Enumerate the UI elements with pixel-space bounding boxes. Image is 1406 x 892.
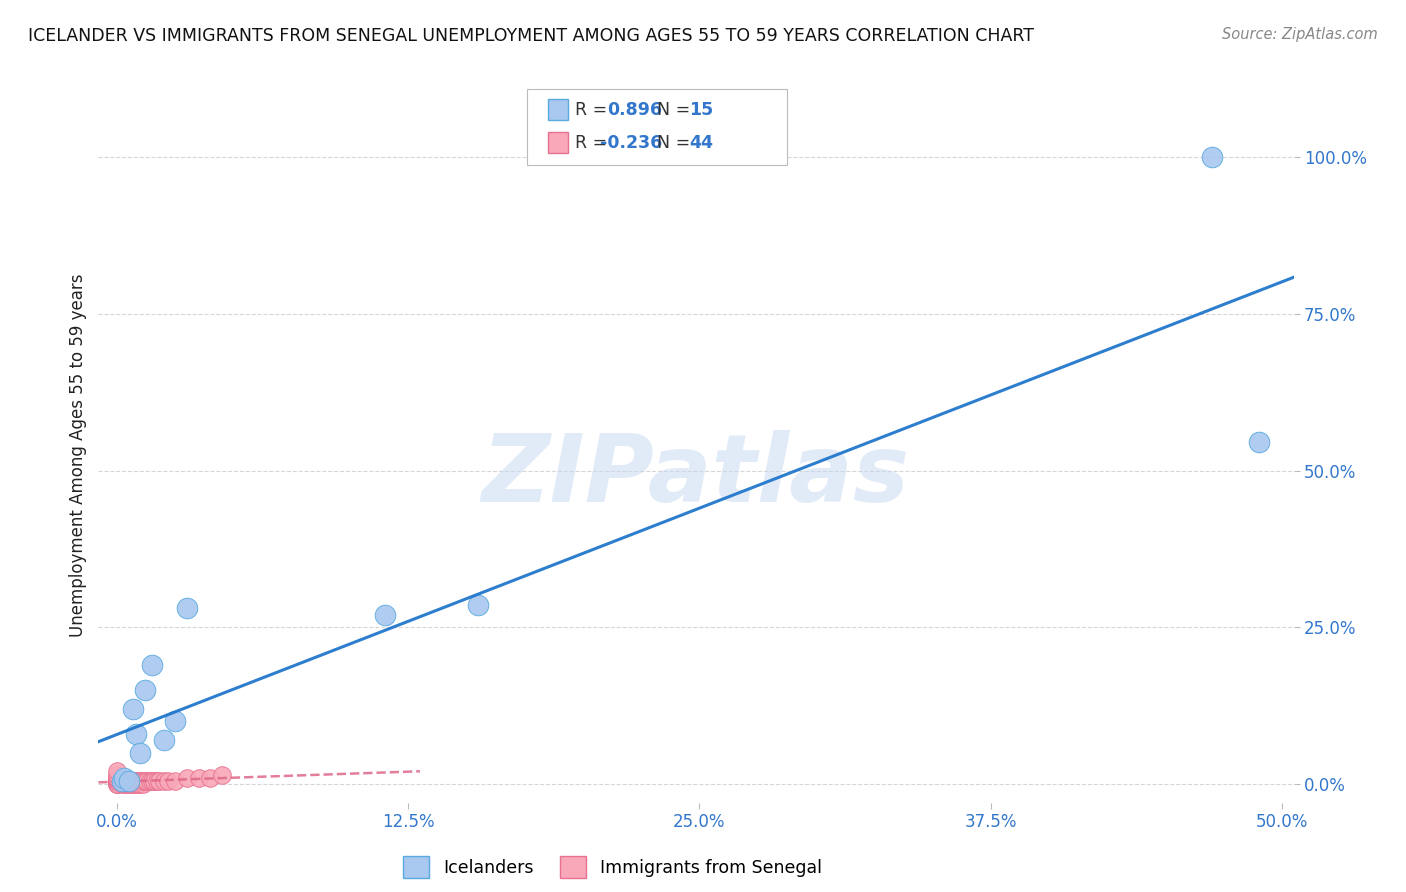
Point [129,773,152,788]
Point [187,771,209,785]
Point [112,771,135,785]
Point [374,607,396,622]
Point [1201,150,1223,164]
Point [211,767,233,781]
Point [125,773,148,788]
Point [200,771,222,785]
Point [148,773,170,788]
Text: R =: R = [575,134,613,152]
Point [125,777,148,791]
Point [127,773,149,788]
Text: N =: N = [657,101,696,119]
Point [120,773,142,788]
Text: 0.896: 0.896 [607,101,662,119]
Text: Source: ZipAtlas.com: Source: ZipAtlas.com [1222,27,1378,42]
Point [127,777,149,791]
Point [143,773,166,788]
Point [118,777,141,791]
Point [467,599,489,613]
Legend: Icelanders, Immigrants from Senegal: Icelanders, Immigrants from Senegal [396,849,828,885]
Point [141,657,163,672]
Text: N =: N = [657,134,696,152]
Point [165,773,187,788]
Point [122,773,145,788]
Point [105,771,128,785]
Point [134,773,156,788]
Text: 44: 44 [689,134,713,152]
Point [115,777,138,791]
Point [115,773,138,788]
Point [105,764,128,779]
Point [118,773,141,788]
Point [145,773,167,788]
Point [105,771,128,785]
Point [111,777,134,791]
Text: ICELANDER VS IMMIGRANTS FROM SENEGAL UNEMPLOYMENT AMONG AGES 55 TO 59 YEARS CORR: ICELANDER VS IMMIGRANTS FROM SENEGAL UNE… [28,27,1035,45]
Point [131,773,153,788]
Point [105,773,128,788]
Point [157,773,180,788]
Y-axis label: Unemployment Among Ages 55 to 59 years: Unemployment Among Ages 55 to 59 years [69,273,87,637]
Text: -0.236: -0.236 [600,134,662,152]
Point [129,746,152,760]
Point [105,773,128,788]
Text: R =: R = [575,101,613,119]
Point [176,601,198,615]
Point [131,777,153,791]
Point [105,767,128,781]
Point [122,702,145,716]
Point [105,772,128,786]
Point [152,773,174,788]
Point [125,727,148,741]
Point [105,777,128,791]
Point [1247,435,1270,450]
Point [134,683,156,698]
Point [176,771,198,785]
Text: 15: 15 [689,101,713,119]
Point [111,773,134,788]
Point [152,733,174,747]
Point [122,777,145,791]
Point [120,777,142,791]
Point [105,777,128,791]
Point [111,773,134,788]
Point [141,773,163,788]
Text: ZIPatlas: ZIPatlas [482,430,910,522]
Point [118,773,141,788]
Point [112,777,135,791]
Point [105,777,128,791]
Point [165,714,187,729]
Point [129,777,152,791]
Point [112,773,135,788]
Point [138,773,160,788]
Point [136,773,159,788]
